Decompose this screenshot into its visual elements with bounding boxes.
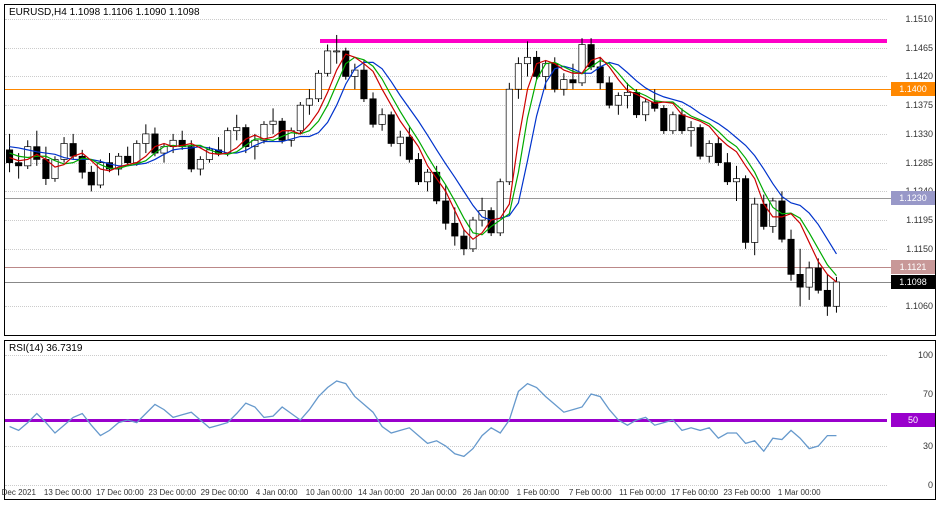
price-chart-panel: EURUSD,H4 1.1098 1.1106 1.1090 1.1098 1.…: [4, 4, 936, 336]
x-label: 1 Mar 00:00: [778, 488, 821, 497]
price-marker: 1.1400: [891, 82, 935, 96]
x-label: 23 Feb 00:00: [723, 488, 770, 497]
x-label: 14 Jan 00:00: [358, 488, 404, 497]
price-ytick: 1.1195: [906, 215, 933, 225]
price-marker: 1.1098: [891, 275, 935, 289]
x-label: 11 Feb 00:00: [619, 488, 666, 497]
price-ytick: 1.1420: [905, 71, 933, 81]
x-label: 20 Jan 00:00: [410, 488, 456, 497]
x-label: 23 Dec 00:00: [148, 488, 196, 497]
rsi-ytick: 30: [923, 441, 933, 451]
x-label: 4 Jan 00:00: [256, 488, 298, 497]
x-label: 1 Feb 00:00: [517, 488, 560, 497]
x-label: 13 Dec 00:00: [44, 488, 92, 497]
price-ytick: 1.1285: [905, 158, 933, 168]
price-ytick: 1.1060: [905, 301, 933, 311]
x-label: 17 Dec 00:00: [96, 488, 144, 497]
x-label: 26 Jan 00:00: [463, 488, 509, 497]
price-ytick: 1.1375: [905, 100, 933, 110]
x-label: 29 Dec 00:00: [201, 488, 249, 497]
price-ytick: 1.1465: [905, 43, 933, 53]
price-marker: 1.1121: [891, 260, 935, 274]
price-ytick: 1.1330: [905, 129, 933, 139]
x-label: 7 Feb 00:00: [569, 488, 612, 497]
rsi-chart-panel: RSI(14) 36.7319 1007050300507 Dec 202113…: [4, 340, 936, 500]
price-svg: [5, 5, 889, 337]
rsi-ytick: 0: [928, 480, 933, 490]
price-ytick: 1.1150: [906, 244, 933, 254]
rsi-svg: [5, 341, 889, 501]
price-marker: 1.1230: [891, 191, 935, 205]
rsi-marker: 50: [891, 413, 935, 427]
rsi-ytick: 70: [923, 389, 933, 399]
rsi-ytick: 100: [918, 350, 933, 360]
time-axis: [4, 500, 888, 516]
price-ytick: 1.1510: [905, 14, 933, 24]
x-label: 10 Jan 00:00: [306, 488, 352, 497]
x-label: 7 Dec 2021: [0, 488, 36, 497]
x-label: 17 Feb 00:00: [671, 488, 718, 497]
